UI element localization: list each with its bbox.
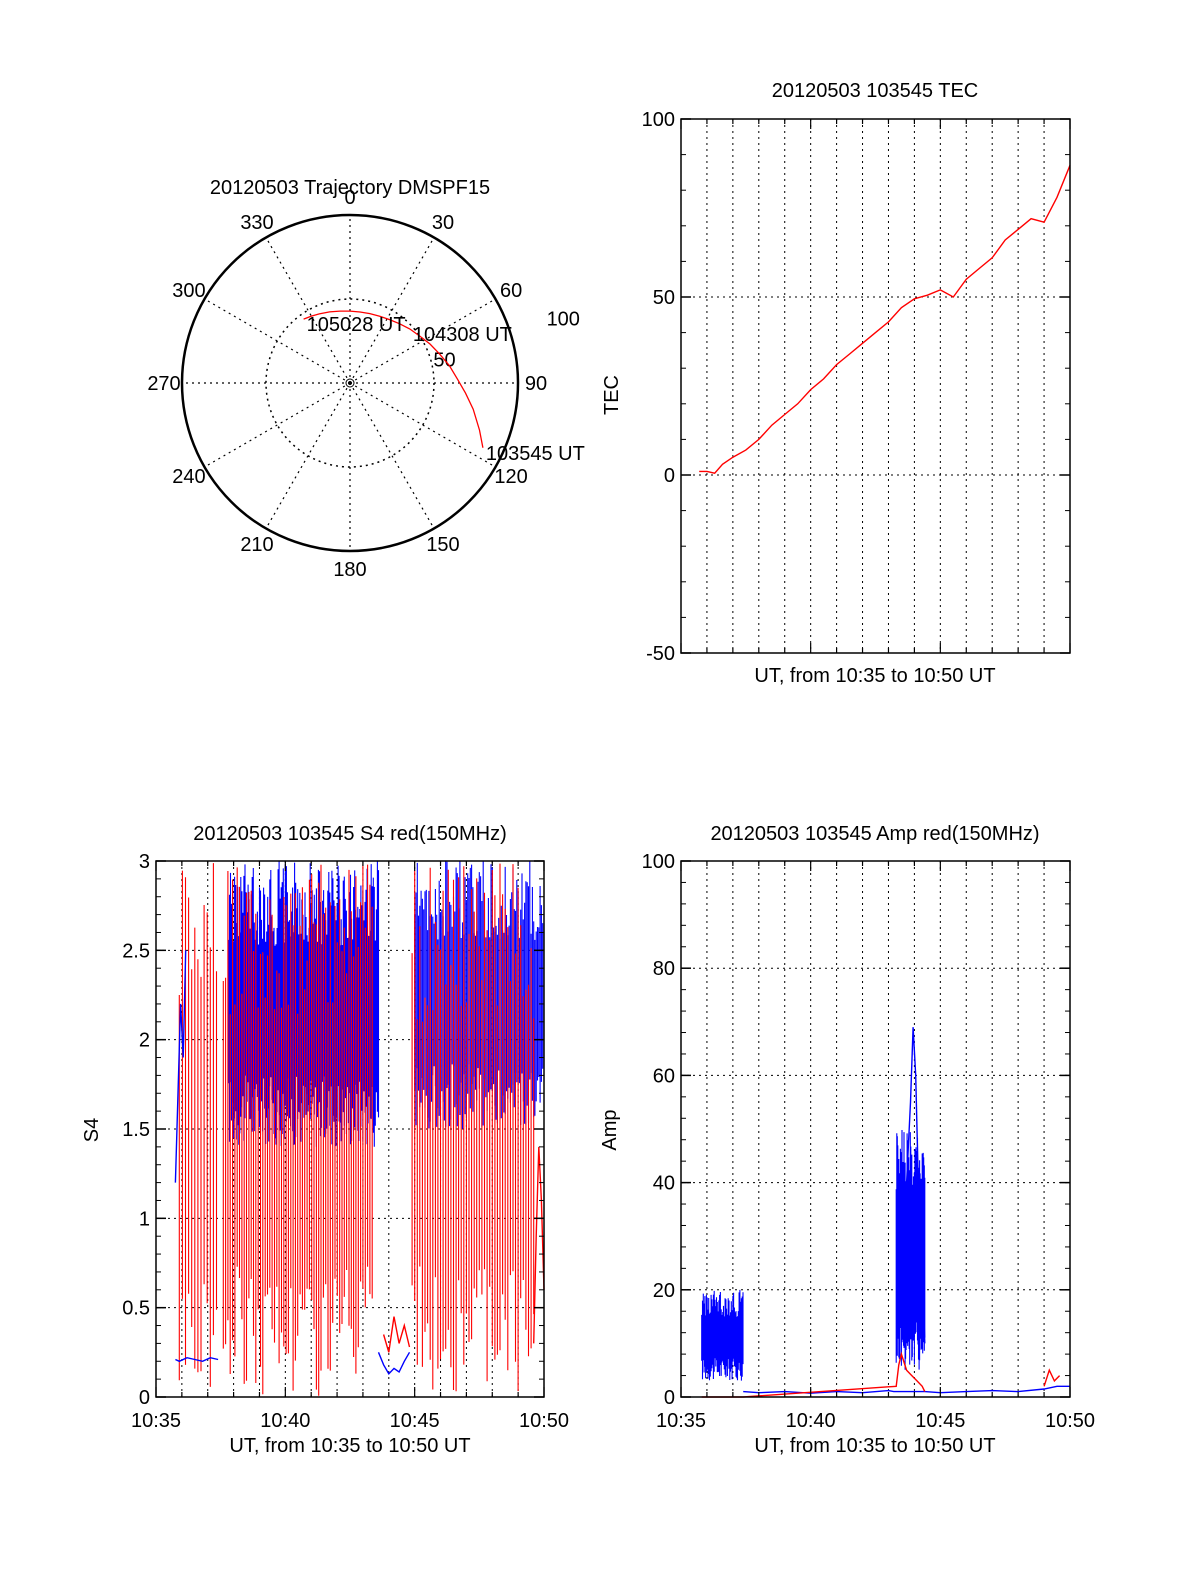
polar-angle-label: 60 — [500, 280, 522, 302]
polar-spoke — [349, 382, 435, 529]
polar-spoke — [349, 298, 496, 384]
polar-radial-label: 100 — [547, 309, 580, 331]
polar-outer-ring — [180, 213, 520, 553]
polar-angle-label: 210 — [240, 534, 273, 556]
trajectory-track — [303, 310, 484, 448]
plot-frame — [680, 118, 1071, 654]
polar-angle-label: 150 — [426, 534, 459, 556]
noise-band — [222, 863, 373, 1396]
polar-angle-label: 180 — [333, 559, 366, 581]
y-tick-label: 1.5 — [122, 1119, 150, 1141]
s4-title: 20120503 103545 S4 red(150MHz) — [193, 823, 507, 845]
s4-ylabel: S4 — [81, 1118, 103, 1142]
polar-angle-label: 240 — [172, 466, 205, 488]
y-tick-label: 20 — [653, 1280, 675, 1302]
x-tick-label: 10:40 — [786, 1410, 836, 1432]
tec-xlabel: UT, from 10:35 to 10:50 UT — [754, 665, 995, 687]
amp-plot: 20120503 103545 Amp red(150MHz) UT, from… — [599, 823, 1095, 1457]
y-tick-label: 0 — [139, 1387, 150, 1409]
y-tick-label: 40 — [653, 1173, 675, 1195]
polar-angle-label: 120 — [494, 466, 527, 488]
noise-band — [701, 1289, 744, 1381]
y-tick-label: 2 — [139, 1030, 150, 1052]
polar-angle-label: 30 — [432, 212, 454, 234]
series-line — [533, 1146, 545, 1344]
y-tick-label: 80 — [653, 958, 675, 980]
tec-plot: 20120503 103545 TEC UT, from 10:35 to 10… — [601, 80, 1071, 687]
series-line — [743, 1385, 1070, 1394]
s4-xlabel: UT, from 10:35 to 10:50 UT — [229, 1435, 470, 1457]
x-tick-label: 10:45 — [390, 1410, 440, 1432]
polar-angle-label: 90 — [525, 373, 547, 395]
series-line — [382, 1316, 411, 1353]
y-tick-label: 2.5 — [122, 940, 150, 962]
polar-angle-label: 0 — [344, 187, 355, 209]
polar-spoke — [204, 382, 351, 468]
y-tick-label: 1 — [139, 1208, 150, 1230]
noise-band — [895, 1130, 926, 1370]
y-tick-label: 60 — [653, 1065, 675, 1087]
s4-plot: 20120503 103545 S4 red(150MHz) UT, from … — [81, 823, 569, 1457]
x-tick-label: 10:50 — [1045, 1410, 1095, 1432]
series-line — [1043, 1368, 1061, 1387]
y-tick-label: 100 — [642, 851, 675, 873]
x-tick-label: 10:50 — [519, 1410, 569, 1432]
plot-frame — [680, 860, 1071, 1398]
noise-band — [411, 863, 535, 1392]
series-line — [377, 1351, 411, 1375]
series-line — [699, 165, 1071, 474]
amp-title: 20120503 103545 Amp red(150MHz) — [710, 823, 1039, 845]
noise-band — [178, 863, 218, 1387]
trajectory-time-label: 105028 UT — [307, 314, 406, 336]
polar-spoke — [265, 237, 351, 384]
y-tick-label: 0.5 — [122, 1298, 150, 1320]
trajectory-time-label: 104308 UT — [413, 324, 512, 346]
amp-xlabel: UT, from 10:35 to 10:50 UT — [754, 1435, 995, 1457]
trajectory-time-label: 103545 UT — [486, 443, 585, 465]
tec-title: 20120503 103545 TEC — [772, 80, 978, 102]
polar-center — [345, 378, 355, 388]
y-tick-label: 100 — [642, 109, 675, 131]
x-tick-label: 10:35 — [656, 1410, 706, 1432]
series-line — [701, 1351, 926, 1398]
polar-angle-label: 270 — [147, 373, 180, 395]
tec-ylabel: TEC — [601, 375, 623, 415]
y-tick-label: 3 — [139, 851, 150, 873]
y-tick-label: -50 — [646, 643, 675, 665]
x-tick-label: 10:35 — [131, 1410, 181, 1432]
x-tick-label: 10:40 — [260, 1410, 310, 1432]
y-tick-label: 50 — [653, 287, 675, 309]
y-tick-label: 0 — [664, 1387, 675, 1409]
polar-ring-50 — [265, 298, 435, 468]
polar-angle-label: 330 — [240, 212, 273, 234]
trajectory-polar-plot: 20120503 Trajectory DMSPF15 0 30 60 90 120 15… — [147, 177, 585, 581]
series-line — [903, 1027, 926, 1344]
amp-ylabel: Amp — [599, 1109, 621, 1150]
series-line — [175, 1356, 219, 1363]
x-tick-label: 10:45 — [915, 1410, 965, 1432]
polar-angle-label: 300 — [172, 280, 205, 302]
series-line — [174, 950, 187, 1183]
trajectory-title: 20120503 Trajectory DMSPF15 — [210, 177, 490, 199]
y-tick-label: 0 — [664, 465, 675, 487]
